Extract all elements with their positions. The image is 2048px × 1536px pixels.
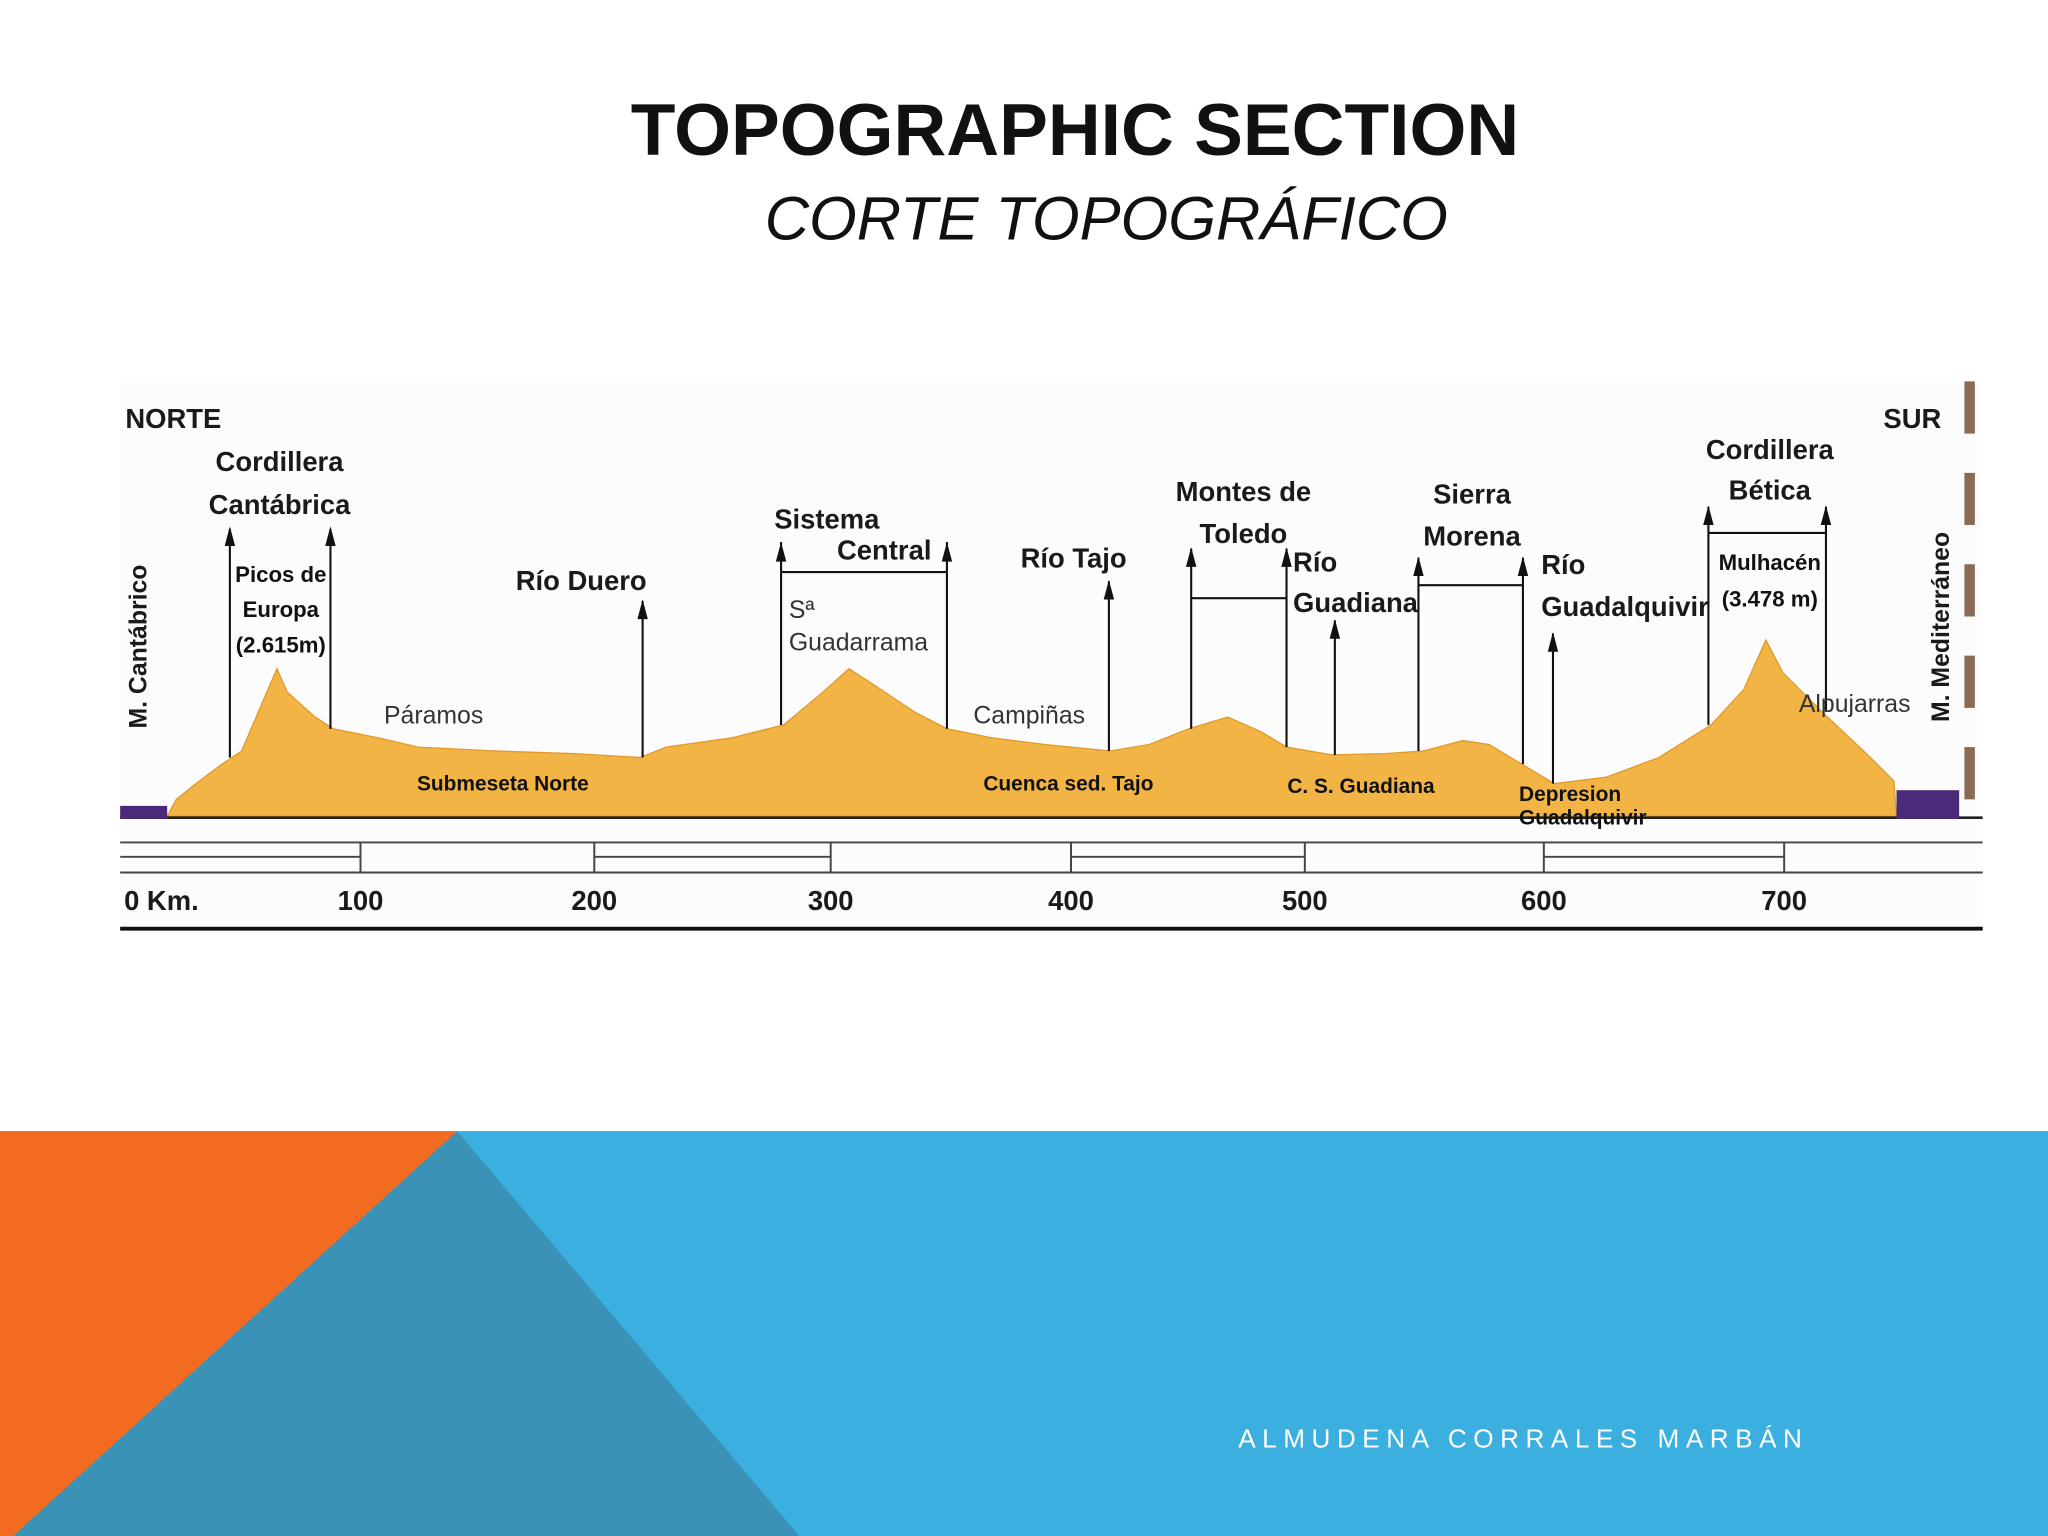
label: SUR xyxy=(1883,403,1941,434)
label: Guadarrama xyxy=(789,629,928,656)
label: M. Cantábrico xyxy=(125,565,152,729)
label: Europa xyxy=(243,597,320,622)
label: Depresion xyxy=(1519,783,1621,806)
scale-label: 500 xyxy=(1282,885,1328,916)
label: Río xyxy=(1293,546,1337,577)
label: Morena xyxy=(1423,520,1521,551)
label: Guadiana xyxy=(1293,587,1419,618)
label: Toledo xyxy=(1200,518,1288,549)
label: Cordillera xyxy=(216,446,345,477)
label: Picos de xyxy=(235,562,326,587)
scale-bar xyxy=(120,841,1983,931)
scale-label: 100 xyxy=(338,885,384,916)
scale-label: 400 xyxy=(1048,885,1094,916)
topographic-diagram: NORTE SUR Cordillera Cantábrica Picos de… xyxy=(120,381,1983,931)
label: Cordillera xyxy=(1706,434,1835,465)
label: Páramos xyxy=(384,703,483,730)
label: (2.615m) xyxy=(236,632,326,657)
label: (3.478 m) xyxy=(1722,587,1818,612)
title: TOPOGRAPHIC SECTION xyxy=(631,90,1519,171)
label: M. Mediterráneo xyxy=(1928,532,1955,722)
author: ALMUDENA CORRALES MARBÁN xyxy=(1238,1424,1808,1454)
label: Central xyxy=(837,535,931,566)
label: Sª xyxy=(789,597,816,624)
label: NORTE xyxy=(125,403,221,434)
label: Mulhacén xyxy=(1719,550,1821,575)
sea-block xyxy=(1896,790,1960,819)
label: Río xyxy=(1541,549,1585,580)
terrain-profile xyxy=(166,638,1898,817)
teal-triangle xyxy=(13,1131,800,1536)
scale-label: 700 xyxy=(1761,885,1807,916)
footer-decoration xyxy=(0,1131,2048,1536)
label: Cuenca sed. Tajo xyxy=(983,772,1153,795)
diagram-background xyxy=(120,381,1983,930)
scale-label: 600 xyxy=(1521,885,1567,916)
label: Cantábrica xyxy=(209,489,351,520)
label: Campiñas xyxy=(973,703,1085,730)
label: Sistema xyxy=(774,503,880,534)
label: C. S. Guadiana xyxy=(1287,775,1435,798)
orange-triangle xyxy=(0,1131,458,1536)
label: Bética xyxy=(1729,475,1812,506)
subtitle: CORTE TOPOGRÁFICO xyxy=(765,185,1448,254)
label: Guadalquivir xyxy=(1541,591,1709,622)
sea-block xyxy=(120,805,168,819)
label: Río Duero xyxy=(516,565,647,596)
scale-label: 0 Km. xyxy=(124,885,199,916)
label: Submeseta Norte xyxy=(417,772,589,795)
scale-label: 200 xyxy=(571,885,617,916)
arrows xyxy=(224,505,1832,784)
label: Río Tajo xyxy=(1021,543,1127,574)
scale-label: 300 xyxy=(808,885,854,916)
label: Alpujarras xyxy=(1799,691,1911,718)
label: Montes de xyxy=(1176,476,1312,507)
label: Guadalquivir xyxy=(1519,806,1647,829)
scale-labels: 0 Km. 100 200 300 400 500 600 700 xyxy=(124,885,1807,916)
label: Sierra xyxy=(1433,479,1511,510)
